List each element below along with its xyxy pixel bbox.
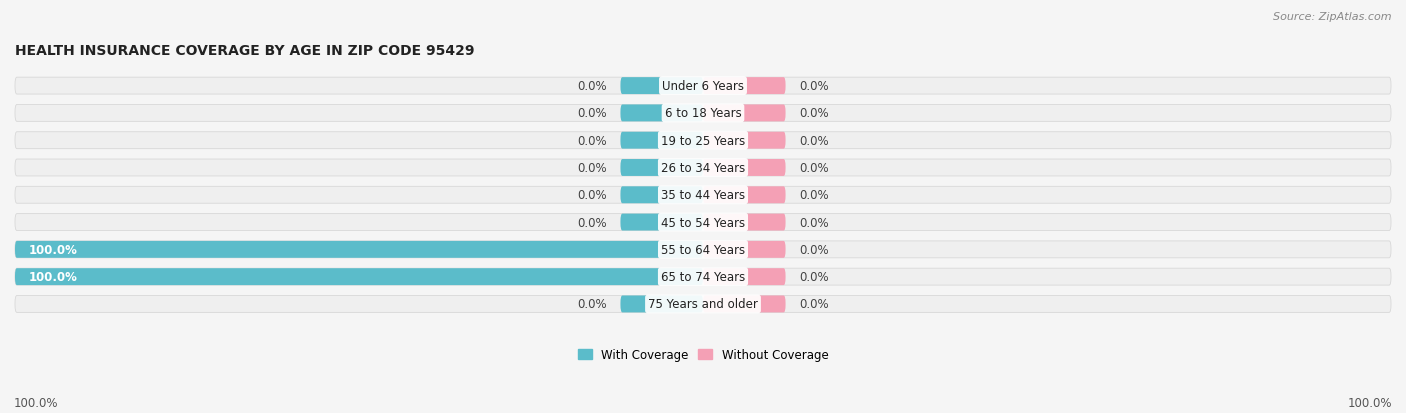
FancyBboxPatch shape [15, 268, 703, 285]
Text: 75 Years and older: 75 Years and older [648, 298, 758, 311]
Text: 0.0%: 0.0% [576, 189, 606, 202]
FancyBboxPatch shape [703, 268, 786, 285]
Text: 0.0%: 0.0% [800, 271, 830, 283]
FancyBboxPatch shape [703, 187, 786, 204]
FancyBboxPatch shape [703, 133, 786, 149]
Text: 0.0%: 0.0% [576, 298, 606, 311]
FancyBboxPatch shape [15, 78, 1391, 95]
FancyBboxPatch shape [703, 105, 786, 122]
Text: 45 to 54 Years: 45 to 54 Years [661, 216, 745, 229]
FancyBboxPatch shape [620, 133, 703, 149]
FancyBboxPatch shape [620, 187, 703, 204]
Legend: With Coverage, Without Coverage: With Coverage, Without Coverage [578, 349, 828, 362]
Text: 0.0%: 0.0% [576, 80, 606, 93]
Text: 0.0%: 0.0% [576, 134, 606, 147]
Text: 55 to 64 Years: 55 to 64 Years [661, 243, 745, 256]
FancyBboxPatch shape [15, 160, 1391, 176]
Text: 0.0%: 0.0% [800, 189, 830, 202]
FancyBboxPatch shape [620, 105, 703, 122]
FancyBboxPatch shape [620, 296, 703, 313]
Text: 0.0%: 0.0% [800, 161, 830, 175]
Text: 0.0%: 0.0% [800, 243, 830, 256]
FancyBboxPatch shape [15, 187, 1391, 204]
Text: 0.0%: 0.0% [800, 298, 830, 311]
Text: 100.0%: 100.0% [1347, 396, 1392, 409]
FancyBboxPatch shape [703, 241, 786, 258]
Text: 6 to 18 Years: 6 to 18 Years [665, 107, 741, 120]
Text: 0.0%: 0.0% [800, 80, 830, 93]
Text: 0.0%: 0.0% [800, 134, 830, 147]
FancyBboxPatch shape [15, 133, 1391, 149]
FancyBboxPatch shape [703, 78, 786, 95]
FancyBboxPatch shape [620, 160, 703, 176]
Text: 100.0%: 100.0% [28, 271, 77, 283]
Text: 100.0%: 100.0% [14, 396, 59, 409]
Text: 100.0%: 100.0% [28, 243, 77, 256]
Text: 26 to 34 Years: 26 to 34 Years [661, 161, 745, 175]
Text: 0.0%: 0.0% [576, 161, 606, 175]
FancyBboxPatch shape [15, 105, 1391, 122]
Text: 0.0%: 0.0% [800, 107, 830, 120]
FancyBboxPatch shape [15, 214, 1391, 231]
Text: 0.0%: 0.0% [800, 216, 830, 229]
FancyBboxPatch shape [703, 214, 786, 231]
FancyBboxPatch shape [620, 78, 703, 95]
FancyBboxPatch shape [15, 241, 1391, 258]
FancyBboxPatch shape [15, 296, 1391, 313]
FancyBboxPatch shape [703, 160, 786, 176]
Text: HEALTH INSURANCE COVERAGE BY AGE IN ZIP CODE 95429: HEALTH INSURANCE COVERAGE BY AGE IN ZIP … [15, 44, 474, 58]
FancyBboxPatch shape [15, 268, 1391, 285]
Text: 35 to 44 Years: 35 to 44 Years [661, 189, 745, 202]
Text: Under 6 Years: Under 6 Years [662, 80, 744, 93]
FancyBboxPatch shape [703, 296, 786, 313]
Text: 65 to 74 Years: 65 to 74 Years [661, 271, 745, 283]
Text: 0.0%: 0.0% [576, 216, 606, 229]
Text: Source: ZipAtlas.com: Source: ZipAtlas.com [1274, 12, 1392, 22]
FancyBboxPatch shape [620, 214, 703, 231]
Text: 0.0%: 0.0% [576, 107, 606, 120]
Text: 19 to 25 Years: 19 to 25 Years [661, 134, 745, 147]
FancyBboxPatch shape [15, 241, 703, 258]
